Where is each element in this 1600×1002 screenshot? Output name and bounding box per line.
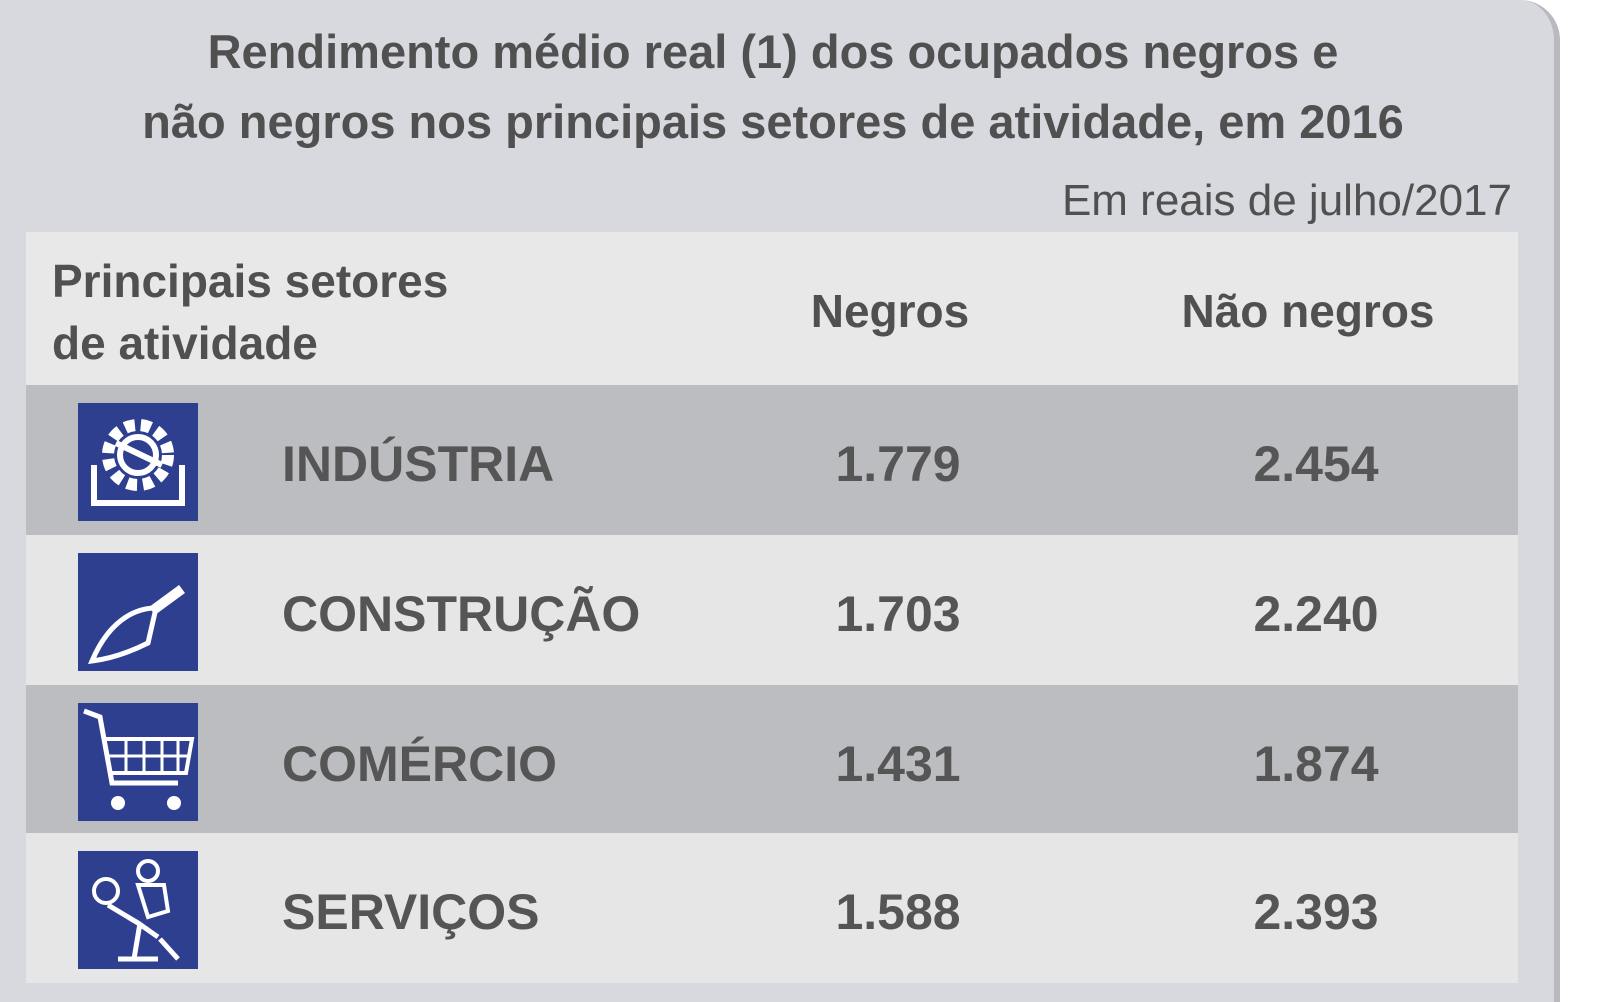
table: Principais setores de atividade Negros N…: [26, 232, 1518, 1002]
table-row: COMÉRCIO 1.431 1.874: [26, 685, 1518, 835]
cell-value: 2.240: [1253, 586, 1379, 642]
table-row: SERVIÇOS 1.588 2.393: [26, 833, 1518, 983]
header-row: Principais setores de atividade Negros N…: [26, 232, 1518, 385]
sector-name: SERVIÇOS: [282, 884, 540, 940]
table-row: INDÚSTRIA 1.779 2.454: [26, 385, 1518, 535]
header-cell: de atividade: [52, 317, 318, 369]
cell-value: 2.454: [1253, 436, 1379, 492]
cell-value: 1.588: [835, 884, 961, 940]
cell-value: 1.703: [835, 586, 961, 642]
sector-icon: [78, 403, 198, 521]
cell-value: 1.431: [835, 736, 961, 792]
sector-name: COMÉRCIO: [282, 736, 557, 792]
sector-name: INDÚSTRIA: [282, 436, 555, 492]
cell-value: 1.779: [835, 436, 961, 492]
title-line: Rendimento médio real (1) dos ocupados n…: [207, 25, 1339, 78]
cell-value: 2.393: [1253, 884, 1379, 940]
sector-icon: [78, 851, 198, 969]
header-cell: Principais setores: [52, 255, 449, 307]
card: Rendimento médio real (1) dos ocupados n…: [0, 0, 1560, 1002]
sector-name: CONSTRUÇÃO: [282, 586, 641, 642]
header-cell: Não negros: [1181, 285, 1435, 337]
unit-note: Em reais de julho/2017: [1061, 176, 1512, 225]
sector-icon: [78, 703, 198, 821]
header-cell: Negros: [810, 285, 970, 337]
title-line: não negros nos principais setores de ati…: [142, 95, 1404, 148]
table-row: CONSTRUÇÃO 1.703 2.240: [26, 535, 1518, 685]
sector-icon: [78, 553, 198, 671]
cell-value: 1.874: [1253, 736, 1379, 792]
